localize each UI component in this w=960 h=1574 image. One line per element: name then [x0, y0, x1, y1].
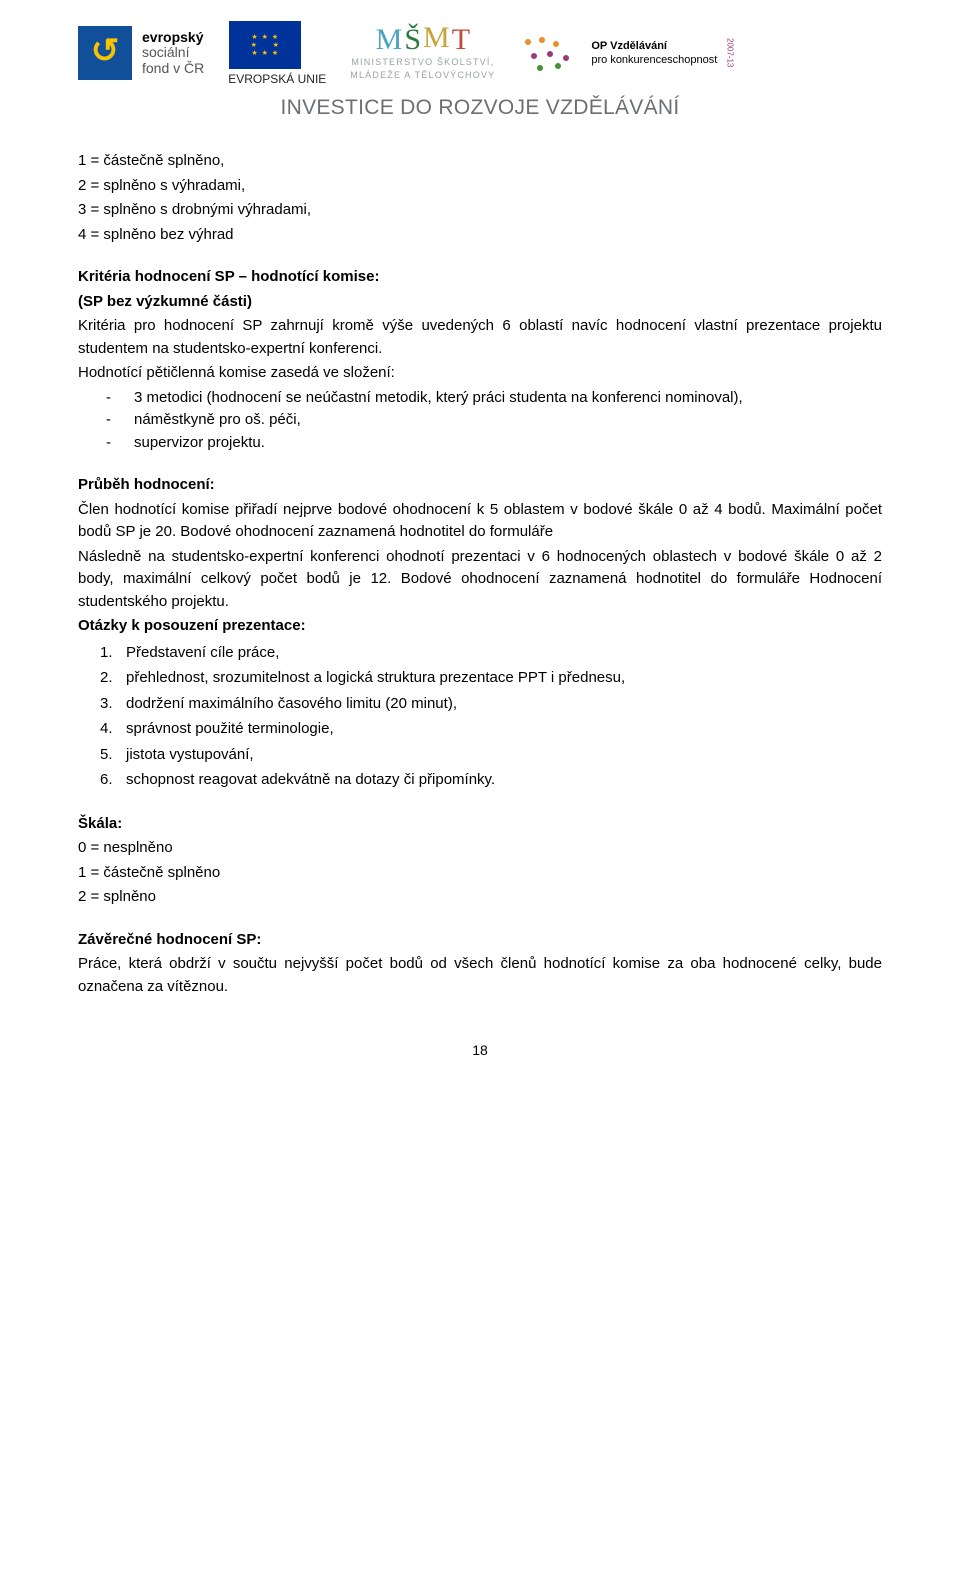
msmt-line2: MLÁDEŽE A TĚLOVÝCHOVY — [350, 70, 495, 81]
esf-logo-mark: ↺ — [91, 34, 120, 68]
esf-line2: sociální — [142, 45, 204, 60]
kriteria-title: Kritéria hodnocení SP – hodnotící komise… — [78, 266, 882, 289]
skala2-title: Škála: — [78, 813, 882, 836]
page-number: 18 — [78, 1042, 882, 1058]
scale-2: 2 = splněno s výhradami, — [78, 175, 882, 198]
prubeh-qlist: 1.Představení cíle práce, 2.přehlednost,… — [78, 640, 882, 793]
msmt-letter-m2: M — [423, 23, 450, 55]
skala2-2: 2 = splněno — [78, 886, 882, 909]
msmt-letter-s: Š — [404, 25, 421, 55]
eu-flag-icon: ★ ★ ★★ ★★ ★ ★ — [228, 20, 302, 70]
op-block: OP Vzdělávání pro konkurenceschopnost — [591, 39, 717, 68]
msmt-block: M Š M T MINISTERSTVO ŠKOLSTVÍ, MLÁDEŽE A… — [350, 25, 495, 82]
q-text: správnost použité terminologie, — [126, 720, 334, 737]
q-text: Představení cíle práce, — [126, 644, 279, 661]
prubeh-title: Průběh hodnocení: — [78, 474, 882, 497]
msmt-letters: M Š M T — [350, 25, 495, 55]
header-logos: ↺ evropský sociální fond v ČR ★ ★ ★★ ★★ … — [78, 20, 882, 86]
msmt-letter-m: M — [376, 25, 403, 55]
q-text: přehlednost, srozumitelnost a logická st… — [126, 669, 625, 686]
op-period: 2007-13 — [725, 38, 734, 67]
esf-text: evropský sociální fond v ČR — [142, 30, 204, 76]
op-block-wrap: OP Vzdělávání pro konkurenceschopnost 20… — [519, 35, 734, 71]
scale-4: 4 = splněno bez výhrad — [78, 224, 882, 247]
eu-stars-icon: ★ ★ ★★ ★★ ★ ★ — [229, 21, 301, 69]
skala2-1: 1 = částečně splněno — [78, 862, 882, 885]
q-text: schopnost reagovat adekvátně na dotazy č… — [126, 771, 495, 788]
kriteria-subtitle: (SP bez výzkumné části) — [78, 291, 882, 314]
q-item: 5.jistota vystupování, — [78, 742, 882, 768]
scale-1: 1 = částečně splněno, — [78, 150, 882, 173]
prubeh-qtitle: Otázky k posouzení prezentace: — [78, 615, 882, 638]
page: ↺ evropský sociální fond v ČR ★ ★ ★★ ★★ … — [0, 0, 960, 1098]
banner-title: INVESTICE DO ROZVOJE VZDĚLÁVÁNÍ — [78, 96, 882, 120]
msmt-line1: MINISTERSTVO ŠKOLSTVÍ, — [350, 57, 495, 68]
kriteria-item: supervizor projektu. — [78, 432, 882, 455]
scale-3: 3 = splněno s drobnými výhradami, — [78, 199, 882, 222]
q-item: 2.přehlednost, srozumitelnost a logická … — [78, 665, 882, 691]
prubeh-p1: Člen hodnotící komise přiřadí nejprve bo… — [78, 499, 882, 544]
q-item: 1.Představení cíle práce, — [78, 640, 882, 666]
esf-line1: evropský — [142, 30, 204, 45]
q-text: jistota vystupování, — [126, 746, 254, 763]
esf-logo: ↺ — [78, 26, 132, 80]
esf-block: ↺ evropský sociální fond v ČR — [78, 26, 204, 80]
q-text: dodržení maximálního časového limitu (20… — [126, 695, 457, 712]
zaver-p1: Práce, která obdrží v součtu nejvyšší po… — [78, 953, 882, 998]
op-sub: pro konkurenceschopnost — [591, 53, 717, 67]
kriteria-item: náměstkyně pro oš. péči, — [78, 409, 882, 432]
op-title: OP Vzdělávání — [591, 39, 717, 53]
prubeh-p2: Následně na studentsko-expertní konferen… — [78, 546, 882, 614]
msmt-letter-t: T — [452, 25, 470, 55]
eu-label: EVROPSKÁ UNIE — [228, 72, 326, 86]
esf-line3: fond v ČR — [142, 61, 204, 76]
skala2-0: 0 = nesplněno — [78, 837, 882, 860]
q-item: 6.schopnost reagovat adekvátně na dotazy… — [78, 767, 882, 793]
kriteria-p2: Hodnotící pětičlenná komise zasedá ve sl… — [78, 362, 882, 385]
kriteria-list: 3 metodici (hodnocení se neúčastní metod… — [78, 387, 882, 455]
kriteria-p1: Kritéria pro hodnocení SP zahrnují kromě… — [78, 315, 882, 360]
op-icon — [519, 35, 583, 71]
q-item: 3.dodržení maximálního časového limitu (… — [78, 691, 882, 717]
q-item: 4.správnost použité terminologie, — [78, 716, 882, 742]
kriteria-item: 3 metodici (hodnocení se neúčastní metod… — [78, 387, 882, 410]
zaver-title: Závěrečné hodnocení SP: — [78, 929, 882, 952]
eu-block: ★ ★ ★★ ★★ ★ ★ EVROPSKÁ UNIE — [228, 20, 326, 86]
